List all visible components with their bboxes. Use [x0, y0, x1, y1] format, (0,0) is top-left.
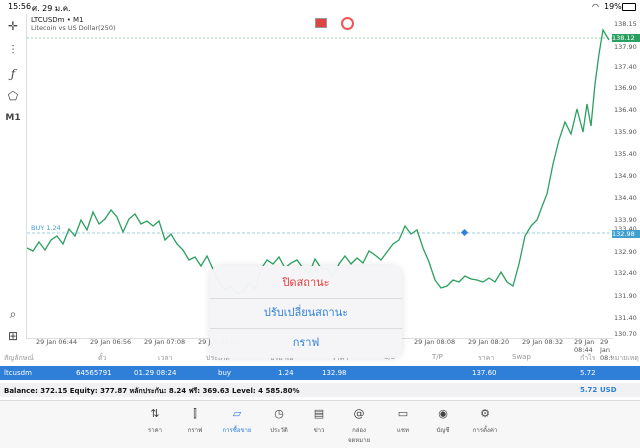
price-tick: 135.40 [614, 150, 637, 158]
add-icon[interactable]: ⊞ [7, 329, 19, 343]
nav-news[interactable]: ▤ ข่าว [313, 407, 325, 434]
col-price: ราคา [332, 354, 349, 362]
timeframe-button[interactable]: M1 [5, 113, 21, 123]
col-tp: T/P [432, 353, 443, 361]
nav-settings[interactable]: ⚙ การตั้งค่า [472, 407, 498, 434]
flag-icon[interactable] [315, 18, 327, 28]
symbol-name: LTCUSDm • M1 [31, 16, 84, 24]
balance-text: Balance: 372.15 Equity: 377.87 หลักประกั… [4, 387, 300, 395]
price-tick: 134.90 [614, 172, 637, 180]
nav-history[interactable]: ◷ ประวัติ [270, 407, 288, 434]
price-tick: 132.40 [614, 269, 637, 277]
modify-position-button[interactable]: ปรับเปลี่ยนสถานะ [210, 298, 402, 329]
buy-label: BUY 1.24 [31, 224, 61, 232]
symbol-description: Litecoin vs US Dollar(250) [31, 24, 116, 32]
candles-icon: ⫿ [193, 407, 197, 420]
history-icon: ◷ [274, 407, 284, 420]
account-icon: ◉ [438, 407, 448, 420]
left-toolbar: ✛ ⫶ ƒ ⬠ M1 ⌕ ⊞ [0, 14, 26, 346]
quotes-icon: ⇅ [150, 407, 160, 420]
price-tick: 137.90 [614, 43, 637, 51]
time-tick: 29 Jan 08:44 [574, 338, 595, 354]
status-bar: 15:56 ศ. 29 ม.ค. ◠ 19% [0, 0, 640, 14]
time-axis: 29 Jan 06:44 29 Jan 06:56 29 Jan 07:08 2… [26, 338, 612, 362]
nav-chart[interactable]: ⫿ กราฟ [187, 407, 203, 434]
col-comment: หมายเหตุ [610, 354, 639, 362]
crosshair-icon[interactable]: ✛ [7, 19, 19, 33]
price-tick: 133.90 [614, 216, 637, 224]
col-ticket: ตั๋ว [98, 354, 107, 362]
status-date: ศ. 29 ม.ค. [32, 4, 71, 13]
price-tick: 133.40 [614, 225, 637, 233]
trade-icon: ▱ [232, 407, 242, 420]
price-tick: 136.90 [614, 84, 637, 92]
chart-button[interactable]: กราฟ [292, 336, 320, 349]
objects-icon[interactable]: ⬠ [7, 89, 19, 103]
balance-bar: Balance: 372.15 Equity: 377.87 หลักประกั… [0, 383, 640, 397]
col-symbol: สัญลักษณ์ [4, 354, 34, 362]
position-action-popup: ปิดสถานะ ปรับเปลี่ยนสถานะ กราฟ [210, 266, 402, 358]
bottom-nav: ⇅ ราคา ⫿ กราฟ ▱ การซื้อขาย ◷ ประวัติ ▤ ข่าว @… [0, 400, 640, 448]
price-tick: 136.40 [614, 106, 637, 114]
trade-marker [460, 228, 469, 237]
time-tick: 29 Jan 06:44 [36, 338, 78, 346]
row-price2: 137.60 [472, 369, 497, 377]
price-tick: 135.90 [614, 128, 637, 136]
row-ticket: 64565791 [76, 369, 112, 377]
price-tick: 137.40 [614, 63, 637, 71]
nav-chat[interactable]: ▭ แชท [397, 407, 409, 434]
function-icon[interactable]: ƒ [10, 67, 16, 81]
mail-icon: @ [353, 407, 365, 420]
nav-mailbox[interactable]: @ กล่องจดหมาย [347, 407, 371, 444]
col-type: ประเภท [206, 354, 230, 362]
row-volume: 1.24 [278, 369, 294, 377]
indicators-icon[interactable]: ⫶ [11, 42, 15, 57]
balance-currency: USD [600, 386, 617, 394]
price-tick: 134.40 [614, 194, 637, 202]
price-tick: 130.70 [614, 330, 637, 338]
balance-profit: 5.72 [580, 386, 598, 394]
time-tick: 29 Jan 08:08 [414, 338, 456, 346]
zoom-icon[interactable]: ⌕ [9, 306, 17, 321]
col-profit: กำไร [580, 354, 596, 362]
time-tick: 29 Jan 06:56 [90, 338, 132, 346]
chat-icon: ▭ [397, 407, 409, 420]
row-symbol: ltcusdm [4, 369, 32, 377]
close-position-button[interactable]: ปิดสถานะ [210, 268, 402, 299]
sentiment-icon[interactable] [341, 17, 354, 30]
time-tick: 29 Jan 07:08 [144, 338, 186, 346]
price-tick: 138.15 [614, 20, 637, 28]
current-price-tag: 138.12 [612, 34, 640, 42]
status-battery: 19% [604, 2, 622, 11]
col-price2: ราคา [478, 354, 495, 362]
time-tick: 29 Jan 08:20 [468, 338, 510, 346]
gear-icon: ⚙ [480, 407, 490, 420]
col-swap: Swap [512, 353, 531, 361]
position-row[interactable]: ltcusdm 64565791 01.29 08:24 buy 1.24 13… [0, 366, 640, 380]
nav-trade[interactable]: ▱ การซื้อขาย [222, 407, 252, 434]
time-tick: 29 Jan 08:32 [522, 338, 564, 346]
col-volume: ปริมาณ [270, 354, 294, 362]
row-time: 01.29 08:24 [134, 369, 177, 377]
wifi-icon: ◠ [592, 2, 599, 11]
nav-account[interactable]: ◉ บัญชี [436, 407, 450, 434]
price-tick: 132.90 [614, 248, 637, 256]
row-price: 132.98 [322, 369, 347, 377]
status-time: 15:56 [8, 2, 32, 11]
price-axis: 138.15 137.90 137.40 136.90 136.40 135.9… [612, 14, 640, 346]
row-type: buy [218, 369, 232, 377]
battery-icon [622, 3, 636, 11]
col-time: เวลา [158, 354, 173, 362]
buy-price-tag: 132.98 [612, 230, 640, 238]
news-icon: ▤ [313, 407, 325, 420]
price-line [26, 28, 610, 295]
time-tick: 29 Jan 08:5 [600, 338, 612, 362]
row-profit: 5.72 [580, 369, 596, 377]
price-tick: 131.40 [614, 314, 637, 322]
price-tick: 131.90 [614, 292, 637, 300]
nav-quotes[interactable]: ⇅ ราคา [148, 407, 162, 434]
